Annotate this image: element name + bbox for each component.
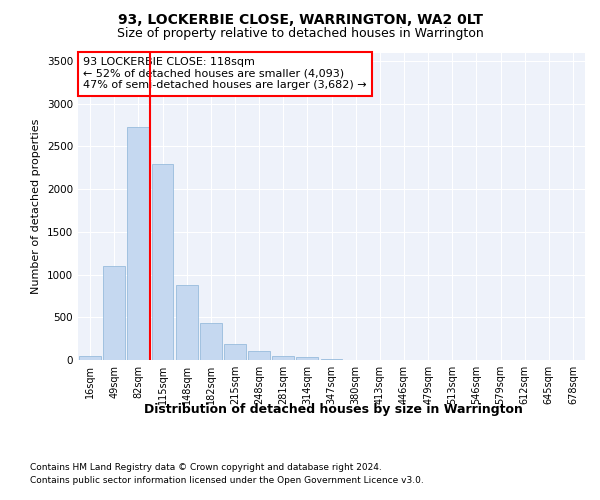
Text: 93, LOCKERBIE CLOSE, WARRINGTON, WA2 0LT: 93, LOCKERBIE CLOSE, WARRINGTON, WA2 0LT [118,12,482,26]
Y-axis label: Number of detached properties: Number of detached properties [31,118,41,294]
Bar [224,344,246,360]
Bar [127,127,149,360]
Bar [176,285,197,360]
Text: 93 LOCKERBIE CLOSE: 118sqm
← 52% of detached houses are smaller (4,093)
47% of s: 93 LOCKERBIE CLOSE: 118sqm ← 52% of deta… [83,57,367,90]
Bar [152,164,173,360]
Text: Size of property relative to detached houses in Warrington: Size of property relative to detached ho… [116,28,484,40]
Bar [200,324,221,360]
Bar [296,358,318,360]
Bar [272,356,294,360]
Bar [103,266,125,360]
Bar [320,358,343,360]
Text: Distribution of detached houses by size in Warrington: Distribution of detached houses by size … [143,402,523,415]
Bar [248,352,270,360]
Bar [79,356,101,360]
Text: Contains public sector information licensed under the Open Government Licence v3: Contains public sector information licen… [30,476,424,485]
Text: Contains HM Land Registry data © Crown copyright and database right 2024.: Contains HM Land Registry data © Crown c… [30,462,382,471]
